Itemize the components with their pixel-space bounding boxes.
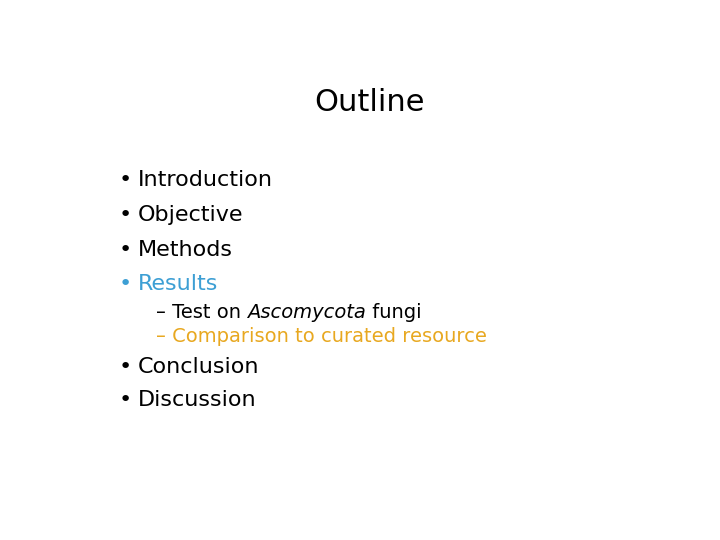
Text: Conclusion: Conclusion: [138, 357, 259, 377]
Text: Objective: Objective: [138, 205, 243, 225]
Text: Results: Results: [138, 274, 218, 294]
Text: •: •: [118, 240, 132, 260]
Text: Ascomycota: Ascomycota: [247, 303, 366, 322]
Text: •: •: [118, 390, 132, 410]
Text: •: •: [118, 274, 132, 294]
Text: – Comparison to curated resource: – Comparison to curated resource: [156, 327, 487, 346]
Text: Outline: Outline: [314, 87, 424, 117]
Text: – Test on: – Test on: [156, 303, 247, 322]
Text: •: •: [118, 170, 132, 190]
Text: •: •: [118, 357, 132, 377]
Text: fungi: fungi: [366, 303, 422, 322]
Text: Discussion: Discussion: [138, 390, 256, 410]
Text: •: •: [118, 205, 132, 225]
Text: Methods: Methods: [138, 240, 233, 260]
Text: Introduction: Introduction: [138, 170, 273, 190]
